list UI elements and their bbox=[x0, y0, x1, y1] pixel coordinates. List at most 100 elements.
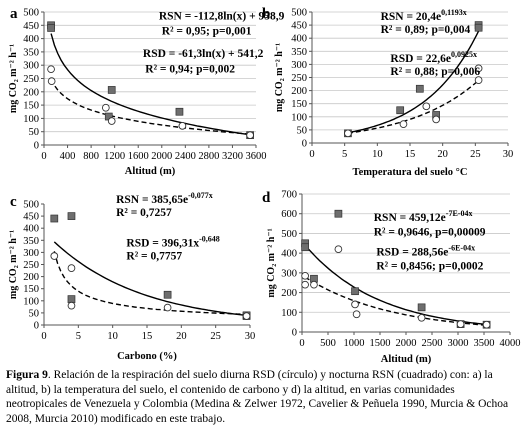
y-axis-label: mg CO₂ m⁻² h⁻¹ bbox=[266, 228, 277, 297]
x-tick-label: 10 bbox=[372, 149, 383, 160]
x-tick-label: 400 bbox=[60, 151, 76, 162]
y-tick-label: 400 bbox=[23, 224, 39, 235]
equation-annotation: R² = 0,9646, p=0,00009 bbox=[374, 226, 486, 238]
data-point-rsn bbox=[67, 295, 76, 303]
y-tick-label: 350 bbox=[23, 236, 39, 247]
y-tick-label: 150 bbox=[23, 101, 39, 112]
x-tick-label: 1000 bbox=[344, 338, 365, 349]
y-tick-label: 400 bbox=[23, 34, 39, 45]
x-tick-label: 15 bbox=[142, 331, 153, 342]
x-tick-label: 0 bbox=[309, 149, 314, 160]
y-tick-label: 0 bbox=[34, 321, 39, 332]
x-tick-label: 0 bbox=[299, 338, 304, 349]
figure-caption: Figura 9. Relación de la respiración del… bbox=[6, 368, 518, 426]
panel-letter: c bbox=[10, 194, 17, 210]
caption-label: Figura 9 bbox=[6, 369, 48, 381]
data-point-rsd bbox=[178, 121, 187, 130]
x-tick-label: 2400 bbox=[175, 151, 196, 162]
y-tick-label: 500 bbox=[291, 8, 307, 19]
y-tick-label: 200 bbox=[291, 86, 307, 97]
y-tick-label: 300 bbox=[281, 268, 297, 279]
data-point-rsn bbox=[415, 84, 424, 93]
data-point-rsd bbox=[352, 310, 361, 319]
data-point-rsd bbox=[344, 129, 352, 138]
data-point-rsn bbox=[163, 290, 172, 299]
y-tick-label: 600 bbox=[281, 209, 297, 220]
x-tick-label: 2000 bbox=[151, 151, 172, 162]
data-point-rsd bbox=[242, 312, 251, 320]
data-point-rsd bbox=[432, 115, 440, 124]
y-tick-label: 100 bbox=[291, 112, 307, 123]
panel-letter: a bbox=[10, 6, 18, 22]
y-tick-label: 50 bbox=[297, 125, 308, 136]
x-axis-label: Altitud (m) bbox=[381, 354, 432, 365]
x-tick-label: 20 bbox=[437, 149, 448, 160]
x-axis-label: Carbono (%) bbox=[117, 351, 177, 362]
x-tick-label: 20 bbox=[176, 331, 187, 342]
x-tick-label: 3500 bbox=[474, 338, 495, 349]
y-tick-label: 300 bbox=[291, 60, 307, 71]
data-point-rsd bbox=[482, 320, 491, 329]
panel-letter: b bbox=[262, 6, 270, 22]
trend-line-rsn bbox=[50, 33, 251, 136]
equation-annotation: RSD = 288,56e-6E-04x bbox=[376, 244, 475, 259]
data-point-rsd bbox=[301, 271, 309, 280]
trend-line-rsn bbox=[347, 30, 480, 134]
y-tick-label: 400 bbox=[291, 34, 307, 45]
data-point-rsn bbox=[47, 24, 55, 32]
y-tick-label: 0 bbox=[34, 141, 39, 152]
data-point-rsd bbox=[474, 76, 483, 84]
y-tick-label: 500 bbox=[23, 200, 39, 211]
y-tick-label: 450 bbox=[23, 21, 39, 32]
data-point-rsd bbox=[47, 65, 55, 74]
equation-annotation: R² = 0,8456; p=0,0002 bbox=[376, 260, 483, 272]
trend-line-rsn bbox=[53, 241, 247, 317]
y-tick-label: 100 bbox=[23, 296, 39, 307]
data-point-rsd bbox=[310, 280, 318, 289]
x-tick-label: 5 bbox=[342, 149, 347, 160]
y-tick-label: 250 bbox=[23, 260, 39, 271]
data-point-rsd bbox=[67, 264, 76, 272]
data-point-rsn bbox=[334, 209, 343, 218]
x-tick-label: 1600 bbox=[128, 151, 149, 162]
y-tick-label: 250 bbox=[23, 74, 39, 85]
y-tick-label: 150 bbox=[291, 99, 307, 110]
x-tick-label: 800 bbox=[83, 151, 99, 162]
data-point-rsd bbox=[399, 120, 408, 128]
y-tick-label: 50 bbox=[29, 308, 40, 319]
trend-line-rsd bbox=[50, 78, 251, 135]
data-point-rsd bbox=[334, 245, 343, 254]
y-tick-label: 0 bbox=[302, 139, 307, 150]
data-point-rsd bbox=[67, 301, 76, 310]
x-tick-label: 25 bbox=[210, 331, 221, 342]
x-tick-label: 30 bbox=[503, 149, 514, 160]
x-tick-label: 3600 bbox=[246, 151, 267, 162]
x-tick-label: 500 bbox=[320, 338, 336, 349]
data-point-rsd bbox=[163, 303, 172, 312]
panel-d: 0 100 200 300 400 500 600 700 0 500 1000 1500 2000 25… bbox=[262, 190, 521, 366]
x-tick-label: 3200 bbox=[222, 151, 243, 162]
equation-annotation: R² = 0,94; p=0,002 bbox=[145, 63, 235, 75]
y-tick-label: 100 bbox=[23, 114, 39, 125]
y-tick-label: 500 bbox=[281, 229, 297, 240]
x-tick-label: 30 bbox=[245, 331, 256, 342]
y-tick-label: 300 bbox=[23, 248, 39, 259]
y-tick-label: 150 bbox=[23, 284, 39, 295]
y-axis-label: mg CO₂ m⁻² h⁻¹ bbox=[274, 43, 285, 112]
data-point-rsn bbox=[67, 212, 76, 220]
data-point-rsd bbox=[351, 300, 359, 309]
data-point-rsd bbox=[417, 313, 426, 322]
x-tick-label: 1200 bbox=[104, 151, 125, 162]
y-tick-label: 250 bbox=[291, 73, 307, 84]
y-tick-label: 300 bbox=[23, 61, 39, 72]
data-point-rsn bbox=[50, 214, 59, 223]
equation-annotation: R² = 0,95; p=0,001 bbox=[162, 26, 252, 38]
y-tick-label: 500 bbox=[23, 8, 39, 19]
data-point-rsn bbox=[417, 303, 426, 312]
data-point-rsd bbox=[301, 280, 309, 289]
y-tick-label: 100 bbox=[281, 308, 297, 319]
data-point-rsn bbox=[175, 107, 184, 116]
x-tick-label: 1500 bbox=[370, 338, 391, 349]
trend-line-rsd bbox=[304, 276, 487, 326]
